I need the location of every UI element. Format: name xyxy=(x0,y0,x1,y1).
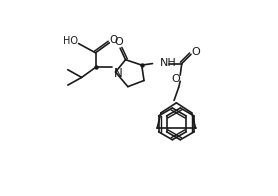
Text: O: O xyxy=(114,37,123,47)
Text: HO: HO xyxy=(63,36,78,46)
Text: NH: NH xyxy=(160,58,177,68)
Text: O: O xyxy=(171,74,180,84)
Text: N: N xyxy=(114,67,123,80)
Text: O: O xyxy=(109,35,117,45)
Text: O: O xyxy=(191,47,200,57)
